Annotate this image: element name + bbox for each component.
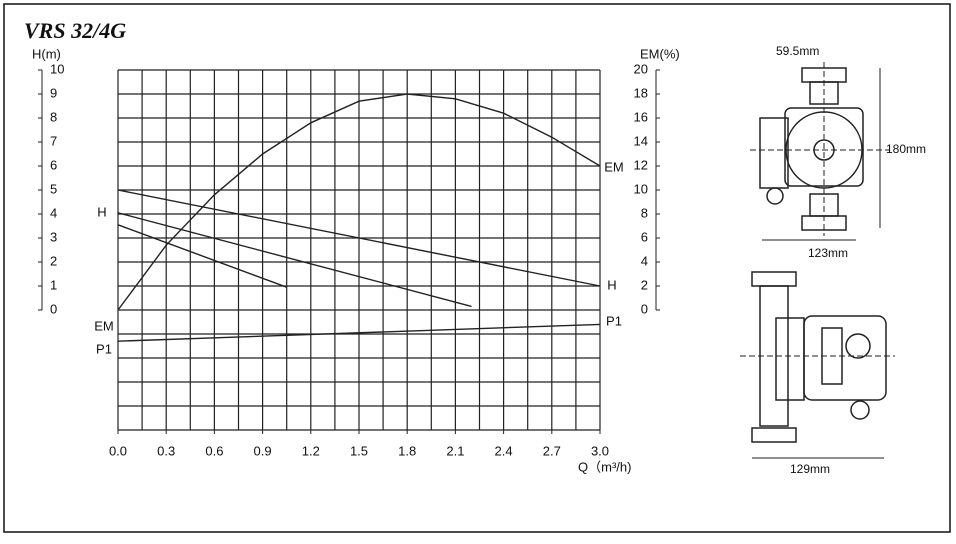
dimension-label: 129mm: [790, 462, 830, 476]
curve-label: EM: [94, 318, 114, 333]
x-tick-label: 1.2: [302, 443, 320, 458]
curve-label: P1: [606, 313, 622, 328]
y2-tick-label: 6: [641, 229, 648, 244]
y-tick-label: 6: [50, 157, 57, 172]
y2-tick-label: 10: [634, 181, 648, 196]
curve: [117, 323, 601, 342]
y2-tick-label: 20: [634, 61, 648, 76]
y2-tick-label: 4: [641, 253, 648, 268]
chart-title: VRS 32/4G: [24, 18, 126, 43]
y-tick-label: 5: [50, 181, 57, 196]
x-tick-label: 1.5: [350, 443, 368, 458]
y-tick-label: 3: [50, 229, 57, 244]
curve: [117, 212, 472, 308]
x-tick-label: 0.6: [205, 443, 223, 458]
y2-tick-label: 14: [634, 133, 648, 148]
dimension-label: 59.5mm: [776, 44, 819, 58]
x-tick-label: 2.1: [446, 443, 464, 458]
curve: [117, 224, 287, 288]
x-tick-label: 1.8: [398, 443, 416, 458]
x-tick-label: 2.4: [495, 443, 513, 458]
y2-tick-label: 18: [634, 85, 648, 100]
curve-label: EM: [604, 159, 624, 174]
y-tick-label: 0: [50, 301, 57, 316]
x-tick-label: 3.0: [591, 443, 609, 458]
y2-tick-label: 8: [641, 205, 648, 220]
y2-tick-label: 0: [641, 301, 648, 316]
y-tick-label: 7: [50, 133, 57, 148]
y2-tick-label: 12: [634, 157, 648, 172]
curve: [117, 93, 601, 311]
dimension-label: 180mm: [886, 142, 926, 156]
pump-drawing-side: [740, 271, 895, 459]
y2-tick-label: 2: [641, 277, 648, 292]
y-tick-label: 10: [50, 61, 64, 76]
y2-axis-label: EM(%): [640, 46, 680, 61]
x-tick-label: 0.0: [109, 443, 127, 458]
y-axis-label: H(m): [32, 46, 61, 61]
y-tick-label: 2: [50, 253, 57, 268]
curve: [117, 189, 601, 287]
curve-label: H: [97, 204, 106, 219]
dimension-label: 123mm: [808, 246, 848, 260]
x-tick-label: 0.3: [157, 443, 175, 458]
x-tick-label: 0.9: [254, 443, 272, 458]
y-tick-label: 8: [50, 109, 57, 124]
y-tick-label: 4: [50, 205, 57, 220]
y2-tick-label: 16: [634, 109, 648, 124]
curve-label: H: [607, 277, 616, 292]
curve-label: P1: [96, 341, 112, 356]
pump-drawing-top: [750, 62, 890, 241]
y-tick-label: 9: [50, 85, 57, 100]
y-tick-label: 1: [50, 277, 57, 292]
x-axis-label: Q（m³/h): [578, 459, 631, 474]
x-tick-label: 2.7: [543, 443, 561, 458]
frame: [3, 3, 951, 533]
